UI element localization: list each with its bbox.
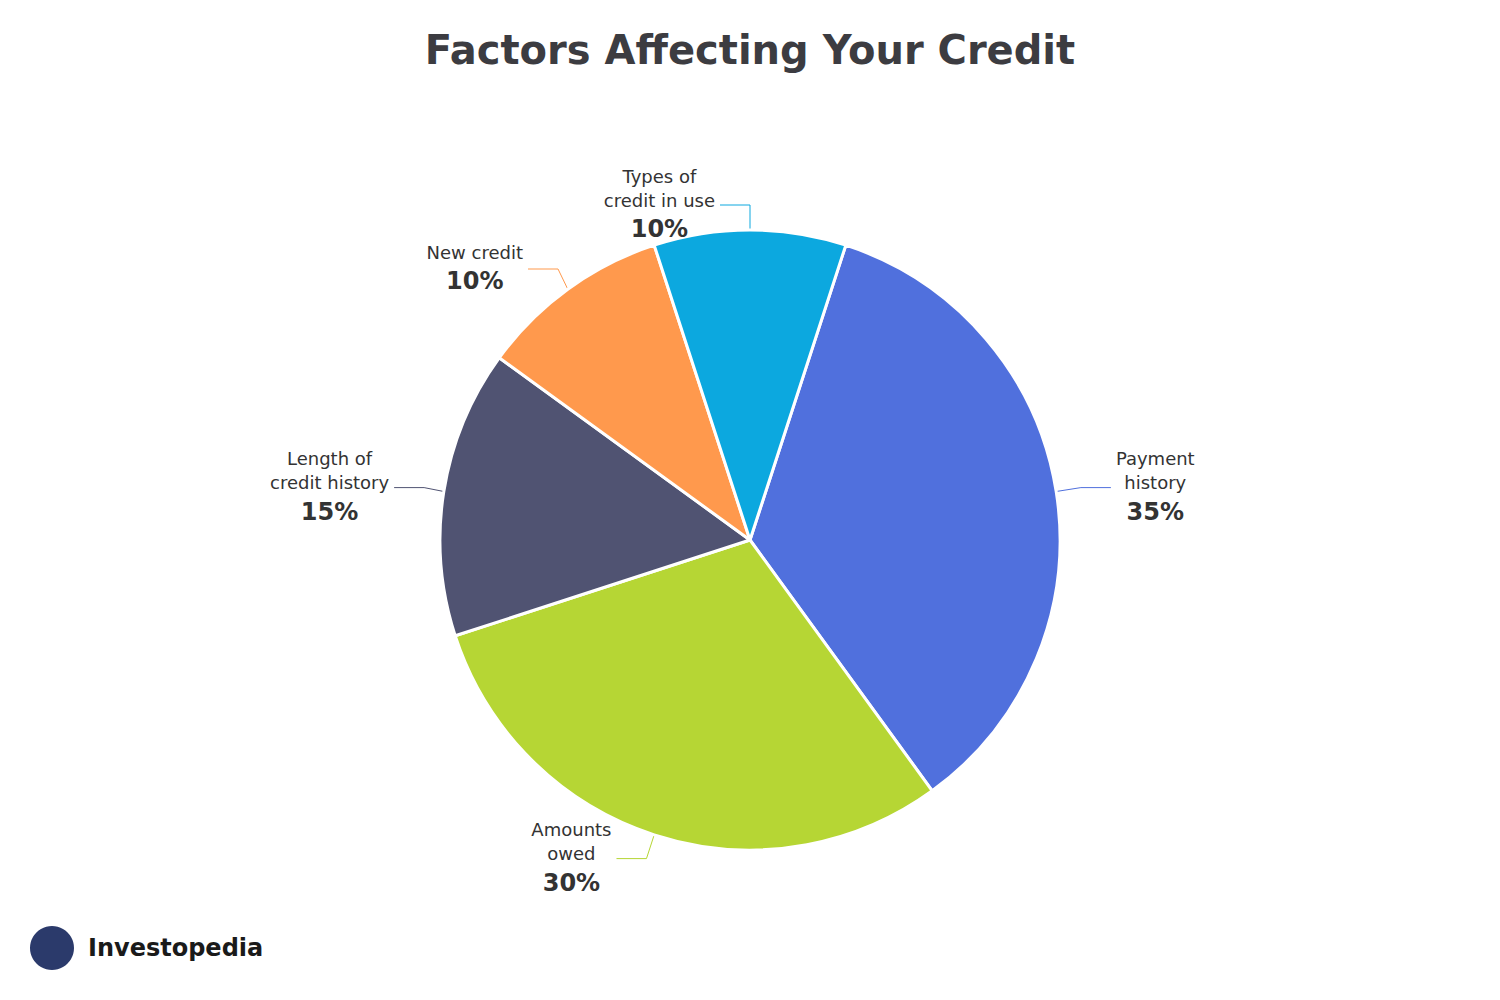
svg-text:Types of: Types of bbox=[622, 166, 697, 187]
svg-text:owed: owed bbox=[547, 843, 595, 864]
svg-text:30%: 30% bbox=[543, 869, 600, 897]
svg-text:Amounts: Amounts bbox=[531, 819, 611, 840]
svg-text:Length of: Length of bbox=[287, 448, 373, 469]
svg-text:credit in use: credit in use bbox=[604, 190, 715, 211]
svg-text:history: history bbox=[1124, 472, 1186, 493]
svg-text:10%: 10% bbox=[631, 215, 688, 243]
svg-text:10%: 10% bbox=[446, 267, 503, 295]
svg-text:35%: 35% bbox=[1127, 498, 1184, 526]
svg-text:Payment: Payment bbox=[1116, 448, 1195, 469]
svg-text:Investopedia: Investopedia bbox=[88, 934, 263, 962]
svg-text:credit history: credit history bbox=[270, 472, 389, 493]
svg-text:Factors Affecting Your Credit: Factors Affecting Your Credit bbox=[425, 27, 1075, 73]
svg-text:15%: 15% bbox=[301, 498, 358, 526]
svg-text:New credit: New credit bbox=[427, 242, 523, 263]
